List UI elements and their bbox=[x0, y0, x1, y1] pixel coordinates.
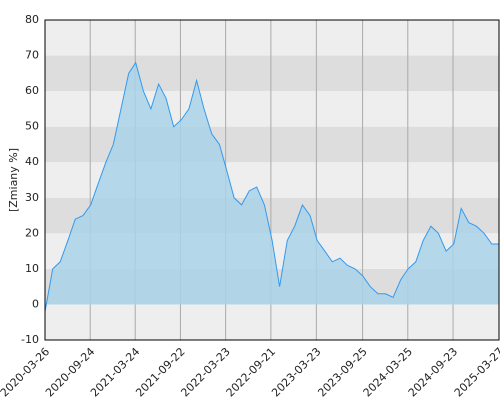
y-tick-label: 50 bbox=[25, 120, 39, 133]
y-axis-label: [Zmiany %] bbox=[7, 148, 20, 212]
y-tick-label: 10 bbox=[25, 262, 39, 275]
area bbox=[45, 62, 499, 312]
y-tick-label: 60 bbox=[25, 84, 39, 97]
y-tick-label: 30 bbox=[25, 191, 39, 204]
y-tick-label: -10 bbox=[21, 333, 39, 346]
grid-band bbox=[45, 91, 499, 127]
grid-band bbox=[45, 304, 499, 340]
y-tick-label: 0 bbox=[32, 297, 39, 310]
y-tick-label: 40 bbox=[25, 155, 39, 168]
y-tick-label: 20 bbox=[25, 226, 39, 239]
line bbox=[44, 61, 499, 312]
grid-band bbox=[45, 20, 499, 56]
grid-band bbox=[45, 55, 499, 92]
y-tick-label: 80 bbox=[25, 13, 39, 26]
plot-frame bbox=[44, 19, 500, 341]
y-tick-label: 70 bbox=[25, 49, 39, 62]
